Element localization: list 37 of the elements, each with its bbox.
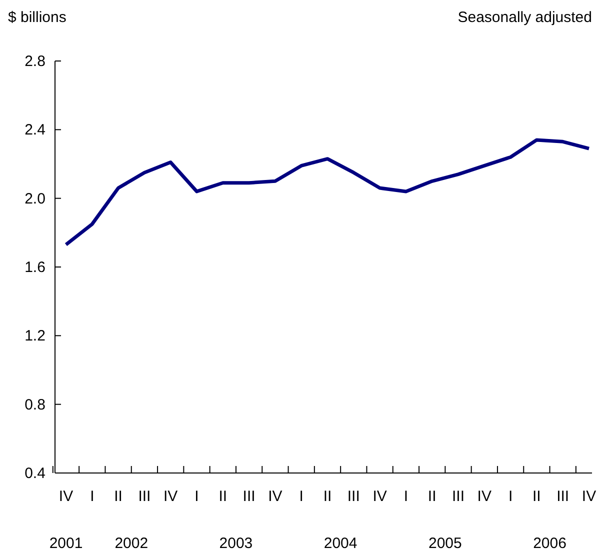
- text: 2001: [49, 535, 83, 552]
- x-tick-label: III: [347, 488, 360, 505]
- x-tick-label: I: [299, 488, 304, 505]
- y-tick-label: 0.4: [24, 465, 46, 482]
- x-tick-label: II: [428, 488, 436, 505]
- y-tick-label: 1.6: [24, 259, 46, 276]
- x-tick-label: I: [508, 488, 513, 505]
- x-tick-label: II: [114, 488, 122, 505]
- y-tick-label: 1.2: [24, 328, 46, 345]
- y-tick-label: 2.0: [24, 190, 46, 208]
- x-tick-label: III: [452, 488, 465, 505]
- x-tick-label: II: [323, 488, 332, 505]
- x-tick-label: I: [404, 488, 408, 505]
- text: 2006: [533, 535, 566, 552]
- x-tick-label: IV: [58, 488, 74, 505]
- text: 2004: [324, 535, 358, 552]
- y-tick-label: 2.8: [24, 53, 46, 70]
- x-tick-label: I: [194, 488, 199, 505]
- y-tick-label: 0.8: [24, 396, 46, 414]
- x-tick-label: IV: [477, 488, 492, 505]
- chart-subtitle: Seasonally adjusted: [458, 9, 592, 26]
- x-tick-label: II: [218, 488, 228, 505]
- y-axis-title: $ billions: [8, 9, 66, 26]
- y-tick-label: 2.4: [24, 122, 46, 139]
- text: 2003: [219, 535, 253, 552]
- x-tick-label: III: [242, 488, 256, 505]
- x-tick-label: IV: [268, 488, 282, 505]
- x-tick-label: IV: [164, 488, 178, 505]
- x-tick-label: IV: [372, 488, 387, 505]
- x-tick-label: IV: [582, 488, 596, 505]
- line-series: [64, 138, 591, 246]
- x-tick-label: III: [556, 488, 570, 505]
- text: 2005: [428, 535, 462, 552]
- x-tick-label: II: [532, 488, 541, 505]
- x-tick-label: I: [90, 488, 94, 505]
- x-tick-label: III: [138, 488, 151, 505]
- text: 2002: [114, 535, 148, 552]
